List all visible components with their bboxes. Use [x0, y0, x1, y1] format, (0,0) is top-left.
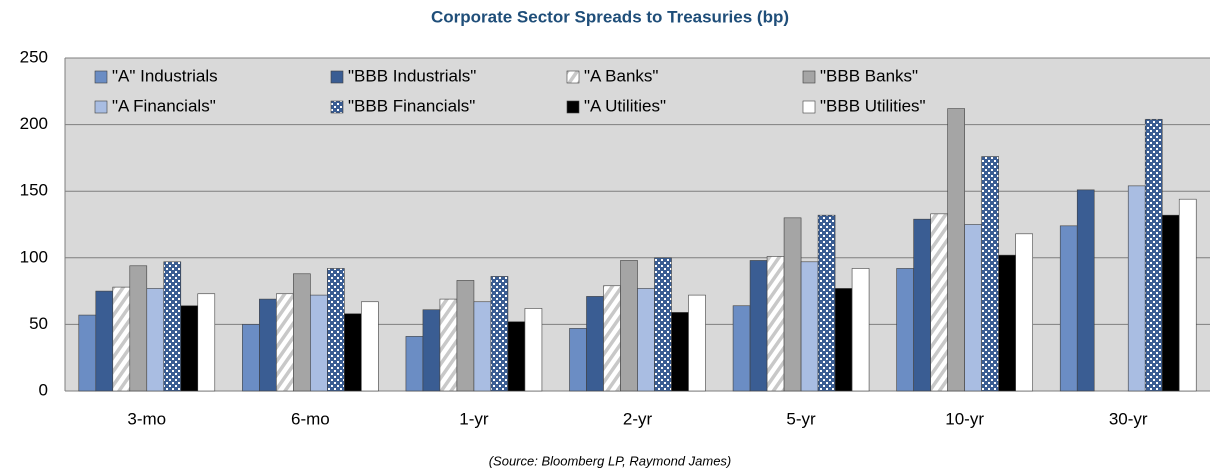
legend-label: "A Utilities" [584, 96, 666, 115]
x-tick-label: 10-yr [945, 409, 984, 428]
bar [998, 254, 1016, 392]
bar [405, 336, 424, 392]
bar [95, 290, 114, 392]
y-tick-label: 150 [20, 181, 48, 200]
bar [766, 256, 785, 392]
legend-label: "BBB Industrials" [348, 66, 476, 85]
legend-swatch [94, 70, 108, 84]
bar [671, 312, 689, 392]
bar [242, 324, 260, 392]
bar [327, 268, 345, 392]
bar [180, 305, 199, 392]
bar [473, 301, 492, 392]
x-tick-label: 1-yr [459, 409, 489, 428]
legend-label: "BBB Utilities" [820, 96, 926, 115]
bar [1144, 118, 1163, 392]
bar [259, 298, 277, 392]
bar [834, 288, 853, 392]
y-tick-label: 250 [20, 47, 48, 66]
bar [913, 218, 931, 392]
y-tick-label: 50 [29, 314, 48, 333]
bar [851, 268, 870, 392]
bar [456, 280, 475, 392]
legend-swatch [330, 100, 344, 114]
bar [78, 314, 97, 392]
bar [964, 224, 982, 392]
bar [112, 286, 131, 392]
bar [524, 308, 543, 392]
x-tick-label: 6-mo [291, 409, 330, 428]
x-tick-label: 5-yr [786, 409, 816, 428]
source-note: (Source: Bloomberg LP, Raymond James) [489, 453, 732, 468]
bar [569, 328, 587, 392]
legend-swatch [802, 100, 816, 114]
bar [129, 265, 148, 392]
bar [930, 213, 948, 392]
chart-title: Corporate Sector Spreads to Treasuries (… [431, 7, 789, 26]
bar [1161, 214, 1180, 392]
y-tick-label: 100 [20, 247, 48, 266]
bar [422, 309, 441, 392]
y-tick-label: 200 [20, 114, 48, 133]
bar [163, 261, 182, 392]
bar [344, 313, 362, 392]
legend-swatch [566, 100, 580, 114]
legend-swatch [566, 70, 580, 84]
bar [276, 293, 294, 392]
x-tick-label: 30-yr [1109, 409, 1148, 428]
bar [146, 288, 165, 392]
bar [783, 217, 802, 392]
bar [439, 298, 458, 392]
legend-label: "A Banks" [584, 66, 658, 85]
bar [1178, 198, 1197, 392]
x-tick-label: 3-mo [127, 409, 166, 428]
bar [654, 257, 672, 392]
bar [817, 214, 836, 392]
bar [620, 260, 638, 392]
bar [507, 321, 526, 392]
bar [1059, 225, 1078, 392]
bar [361, 301, 379, 392]
bar [896, 268, 914, 392]
bar [310, 294, 328, 392]
bar [1076, 189, 1095, 392]
legend-swatch [94, 100, 108, 114]
bar [1015, 233, 1033, 392]
legend-swatch [802, 70, 816, 84]
bar [688, 294, 706, 392]
legend-label: "A" Industrials [112, 66, 218, 85]
bar [749, 260, 768, 392]
legend-label: "BBB Banks" [820, 66, 918, 85]
bar [981, 156, 999, 392]
y-tick-label: 0 [39, 380, 48, 399]
bar [637, 288, 655, 392]
legend-label: "A Financials" [112, 96, 216, 115]
legend-label: "BBB Financials" [348, 96, 475, 115]
bar [947, 108, 965, 392]
bar [603, 285, 621, 392]
bar [490, 276, 509, 392]
legend-swatch [330, 70, 344, 84]
x-tick-label: 2-yr [623, 409, 653, 428]
bar [586, 296, 604, 392]
bar [800, 261, 819, 392]
bar [197, 293, 216, 392]
bar [293, 273, 311, 392]
bar [732, 305, 751, 392]
bar [1127, 185, 1146, 392]
